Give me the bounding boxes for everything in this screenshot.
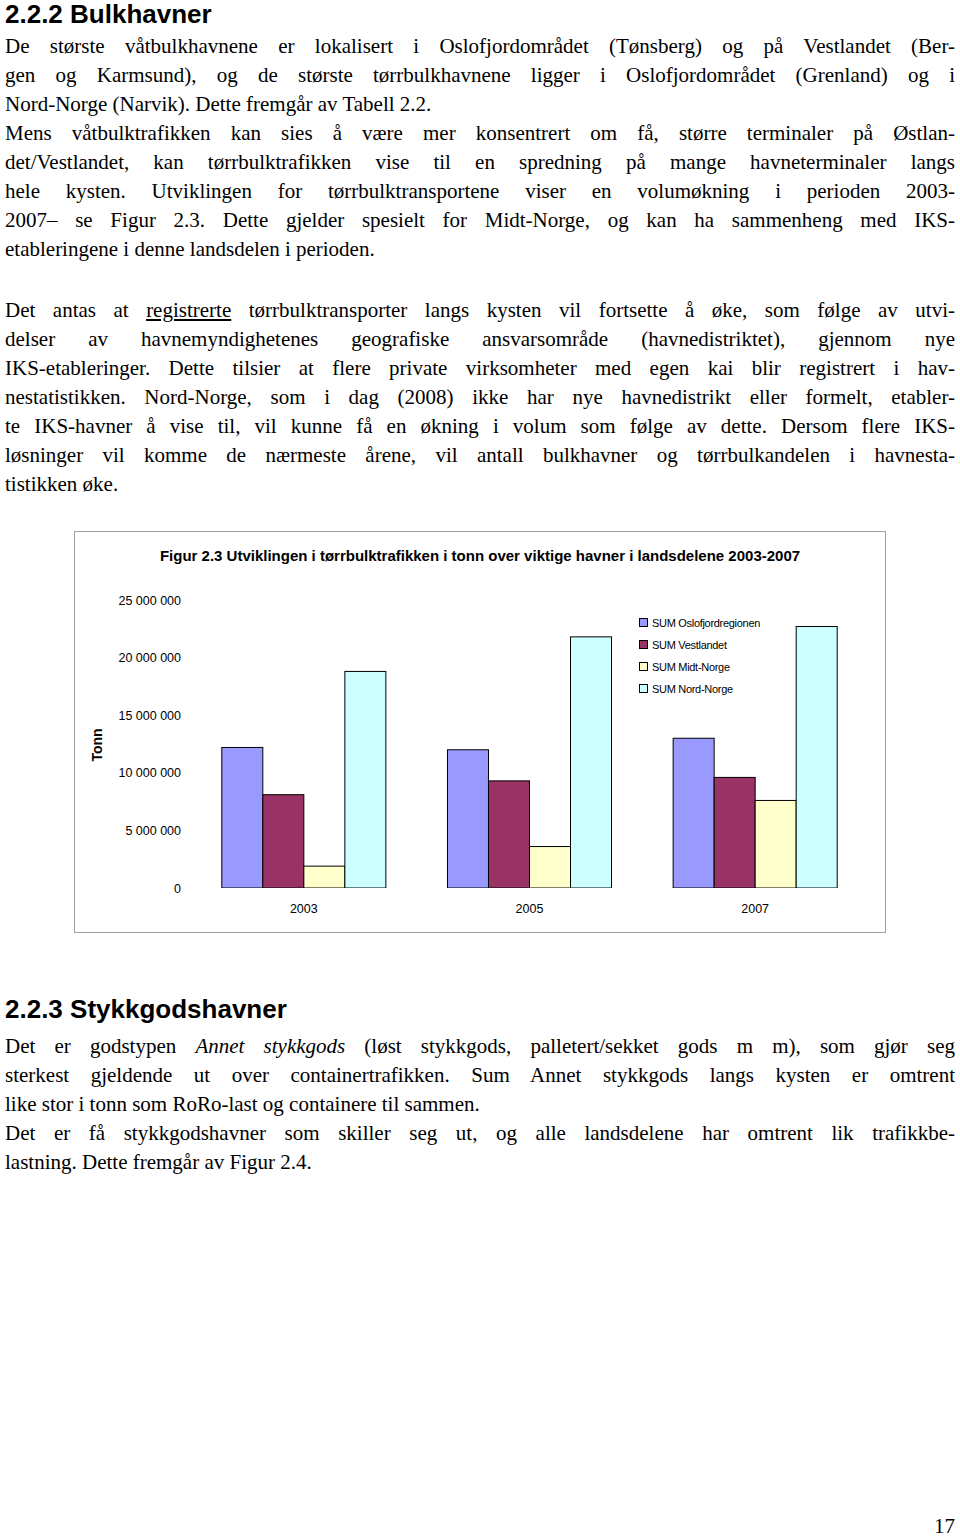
y-tick-label: 10 000 000: [118, 766, 181, 780]
bar: [345, 671, 386, 888]
y-tick-label: 25 000 000: [118, 594, 181, 608]
chart-frame: [75, 532, 886, 933]
legend-swatch: [640, 619, 648, 627]
bar: [222, 747, 263, 888]
text-line: Mens våtbulktrafikken kan sies å være me…: [5, 119, 955, 148]
text-line: etableringene i denne landsdelen i perio…: [5, 235, 955, 264]
text-line: det/Vestlandet, kan tørrbulktrafikken vi…: [5, 148, 955, 177]
text-run: Det antas at: [5, 298, 146, 322]
legend-swatch: [640, 641, 648, 649]
text-run: (løst stykkgods, palletert/sekket gods m…: [345, 1034, 955, 1058]
bar: [263, 795, 304, 888]
chart-title: Figur 2.3 Utviklingen i tørrbulktrafikke…: [140, 545, 820, 567]
paragraph: Mens våtbulktrafikken kan sies å være me…: [5, 119, 955, 264]
paragraph: De største våtbulkhavnene er lokalisert …: [5, 32, 955, 119]
text-line: Nord-Norge (Narvik). Dette fremgår av Ta…: [5, 90, 955, 119]
underlined-text: registrerte: [146, 298, 231, 322]
heading: 2.2.2 Bulkhavner: [5, 0, 212, 28]
bar: [571, 637, 612, 888]
text-line: Det er få stykkgodshavner som skiller se…: [5, 1119, 955, 1148]
chart: 0 5 000 000 10 000 000 15 000 000 20 000 000…: [0, 0, 960, 1537]
text-line: IKS-etableringer. Dette tilsier at flere…: [5, 354, 955, 383]
x-tick-label: 2005: [516, 902, 544, 916]
text-run: tørrbulktransporter langs kysten vil for…: [231, 298, 955, 322]
text-line: te IKS-havner å vise til, vil kunne få e…: [5, 412, 955, 441]
text-line: gen og Karmsund), og de største tørrbulk…: [5, 61, 955, 90]
x-tick-label: 2003: [290, 902, 318, 916]
paragraph: Det er godstypen Annet stykkgods (løst s…: [5, 1032, 955, 1119]
y-tick-label: 5 000 000: [125, 824, 181, 838]
heading: 2.2.3 Stykkgodshavner: [5, 995, 287, 1023]
bar: [714, 777, 755, 888]
legend-label: SUM Nord-Norge: [652, 683, 733, 695]
y-tick-label: 0: [174, 882, 181, 896]
text-line: Det antas at registrerte tørrbulktranspo…: [5, 296, 955, 325]
text-line: lastning. Dette fremgår av Figur 2.4.: [5, 1148, 955, 1177]
text-line: tistikken øke.: [5, 470, 955, 499]
legend-label: SUM Vestlandet: [652, 639, 727, 651]
italic-text: Annet stykkgods: [195, 1034, 345, 1058]
page-number: 17: [934, 1514, 955, 1537]
y-tick-label: 20 000 000: [118, 651, 181, 665]
paragraph: Det antas at registrerte tørrbulktranspo…: [5, 296, 955, 499]
legend-label: SUM Oslofjordregionen: [652, 617, 760, 629]
legend-label: SUM Midt-Norge: [652, 661, 730, 673]
text-line: Det er godstypen Annet stykkgods (løst s…: [5, 1032, 955, 1061]
text-line: De største våtbulkhavnene er lokalisert …: [5, 32, 955, 61]
bar: [755, 800, 796, 888]
text-line: nestatistikken. Nord-Norge, som i dag (2…: [5, 383, 955, 412]
legend-box: [629, 611, 775, 701]
y-tick-label: 15 000 000: [118, 709, 181, 723]
bar: [488, 781, 529, 888]
x-tick-label: 2007: [741, 902, 769, 916]
text-line: hele kysten. Utviklingen for tørrbulktra…: [5, 177, 955, 206]
bar: [447, 750, 488, 888]
bar: [304, 866, 345, 888]
bar: [673, 738, 714, 888]
paragraph: Det er få stykkgodshavner som skiller se…: [5, 1119, 955, 1177]
text-line: 2007– se Figur 2.3. Dette gjelder spesie…: [5, 206, 955, 235]
bar: [796, 626, 837, 888]
text-line: løsninger vil komme de nærmeste årene, v…: [5, 441, 955, 470]
y-axis-label: Tonn: [89, 728, 105, 761]
legend-swatch: [640, 663, 648, 671]
bar: [530, 847, 571, 888]
text-run: Det er godstypen: [5, 1034, 195, 1058]
text-line: sterkest gjeldende ut over containertraf…: [5, 1061, 955, 1090]
text-line: delser av havnemyndighetenes geografiske…: [5, 325, 955, 354]
text-line: like stor i tonn som RoRo-last og contai…: [5, 1090, 955, 1119]
legend-swatch: [640, 685, 648, 693]
